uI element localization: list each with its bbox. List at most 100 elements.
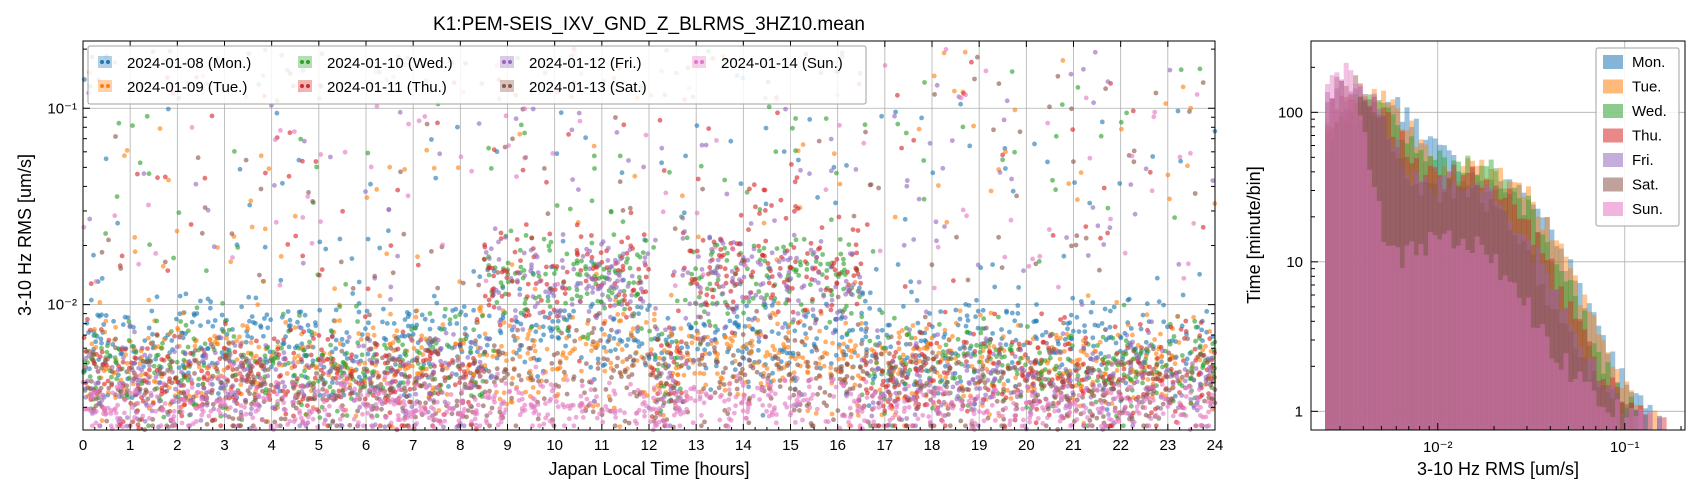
- scatter-point: [249, 406, 254, 412]
- scatter-point: [641, 232, 647, 238]
- scatter-point: [591, 326, 597, 331]
- scatter-point: [972, 349, 978, 354]
- scatter-point: [567, 351, 573, 356]
- scatter-point: [786, 269, 792, 275]
- scatter-point: [850, 227, 856, 233]
- scatter-point: [967, 143, 973, 149]
- scatter-point: [381, 335, 387, 341]
- scatter-point: [628, 299, 633, 304]
- scatter-point: [150, 331, 155, 337]
- scatter-point: [849, 364, 855, 370]
- scatter-point: [1109, 378, 1115, 384]
- scatter-point: [566, 312, 572, 318]
- scatter-point: [828, 136, 834, 142]
- scatter-point: [477, 353, 483, 358]
- scatter-point: [317, 239, 323, 245]
- scatter-point: [514, 237, 520, 242]
- scatter-point: [608, 285, 614, 291]
- scatter-point: [746, 227, 751, 233]
- scatter-point: [764, 350, 770, 355]
- scatter-point: [388, 243, 394, 249]
- scatter-point: [1097, 339, 1103, 345]
- scatter-point: [771, 378, 776, 383]
- scatter-point: [990, 368, 996, 373]
- scatter-point: [696, 336, 701, 342]
- scatter-point: [142, 338, 148, 343]
- scatter-point: [964, 368, 970, 373]
- scatter-point: [663, 327, 668, 333]
- scatter-point: [579, 355, 584, 360]
- scatter-point: [138, 372, 144, 378]
- scatter-point: [515, 327, 520, 333]
- scatter-point: [606, 270, 612, 276]
- scatter-point: [1003, 342, 1009, 348]
- scatter-point: [571, 261, 576, 267]
- scatter-point: [781, 244, 786, 250]
- scatter-point: [776, 259, 782, 265]
- scatter-point: [512, 249, 518, 255]
- scatter-point: [1168, 324, 1174, 330]
- scatter-point: [202, 205, 208, 211]
- scatter-point: [753, 292, 759, 298]
- scatter-point: [192, 343, 198, 349]
- scatter-point: [1105, 230, 1110, 236]
- scatter-point: [521, 268, 527, 273]
- scatter-point: [864, 222, 870, 228]
- scatter-point: [557, 365, 563, 371]
- scatter-point: [132, 249, 138, 255]
- scatter-point: [965, 329, 970, 335]
- scatter-point: [740, 294, 745, 300]
- scatter-point: [836, 271, 842, 277]
- scatter-point: [615, 312, 621, 317]
- scatter-point: [1159, 353, 1164, 359]
- scatter-point: [746, 299, 752, 304]
- scatter-point: [305, 322, 311, 328]
- scatter-point: [833, 352, 839, 358]
- scatter-point: [941, 50, 947, 56]
- scatter-point: [868, 386, 874, 391]
- scatter-point: [850, 292, 855, 298]
- scatter-point: [646, 356, 652, 361]
- scatter-point: [804, 274, 809, 280]
- scatter-point: [799, 339, 805, 344]
- scatter-point: [274, 110, 280, 116]
- scatter-point: [106, 385, 112, 391]
- scatter-point: [904, 178, 910, 183]
- scatter-point: [823, 287, 829, 293]
- scatter-point: [372, 273, 378, 279]
- scatter-point: [537, 310, 543, 316]
- scatter-point: [268, 317, 273, 323]
- scatter-point: [777, 384, 783, 389]
- scatter-point: [690, 280, 695, 286]
- scatter-point: [801, 323, 807, 328]
- scatter-point: [388, 345, 394, 351]
- scatter-point: [647, 328, 652, 334]
- scatter-point: [645, 307, 650, 312]
- scatter-point: [1128, 344, 1133, 350]
- scatter-point: [772, 218, 777, 224]
- scatter-point: [594, 340, 600, 346]
- scatter-point: [430, 362, 436, 367]
- scatter-point: [359, 352, 365, 358]
- scatter-point: [820, 252, 825, 257]
- scatter-point: [227, 358, 233, 364]
- scatter-point: [523, 222, 529, 228]
- scatter-point: [1160, 401, 1166, 407]
- scatter-point: [859, 357, 865, 363]
- scatter-point: [248, 198, 254, 204]
- scatter-point: [841, 261, 847, 267]
- scatter-point: [808, 240, 814, 246]
- scatter-point: [293, 233, 299, 239]
- scatter-point: [1121, 423, 1126, 429]
- scatter-point: [595, 356, 601, 362]
- scatter-point: [749, 254, 755, 260]
- scatter-point: [1191, 377, 1197, 383]
- scatter-point: [687, 248, 693, 254]
- scatter-point: [1095, 323, 1101, 329]
- scatter-point: [968, 354, 974, 359]
- scatter-point: [583, 341, 589, 347]
- scatter-point: [577, 358, 582, 364]
- scatter-point: [287, 130, 293, 136]
- scatter-point: [136, 365, 142, 371]
